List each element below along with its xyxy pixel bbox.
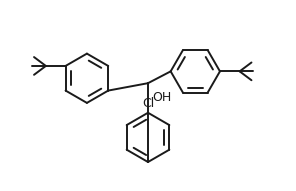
- Text: OH: OH: [152, 91, 171, 104]
- Text: Cl: Cl: [142, 97, 154, 110]
